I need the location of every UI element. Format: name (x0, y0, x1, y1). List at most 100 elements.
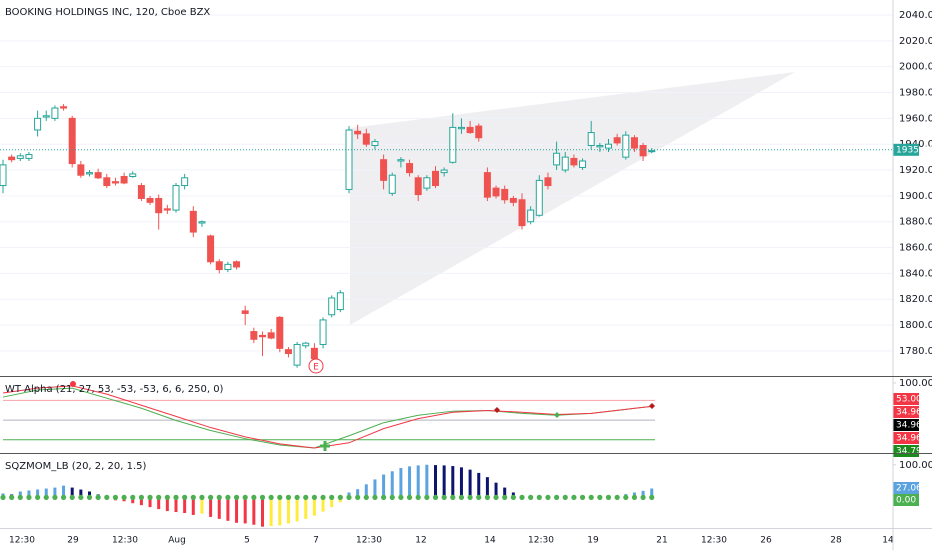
value-label-bg (893, 482, 919, 494)
candle-body (639, 144, 647, 157)
candle-body (42, 115, 50, 118)
momentum-bar (321, 497, 325, 512)
candle-body (501, 188, 509, 201)
squeeze-dot (588, 494, 594, 500)
candle-body (553, 152, 561, 166)
squeeze-dot (69, 494, 75, 500)
squeeze-dot (458, 494, 465, 500)
momentum-bar (183, 497, 187, 514)
momentum-bar (217, 497, 221, 519)
squeeze-dot (17, 494, 23, 500)
x-tick-label: 21 (656, 536, 667, 546)
squeeze-dot (528, 494, 534, 500)
momentum-bar (18, 491, 22, 498)
y-tick-label: 100.00 (899, 378, 932, 389)
squeeze-dot (86, 494, 93, 500)
squeeze-dot (164, 494, 170, 500)
squeeze-dot (337, 494, 343, 500)
x-tick-label: 28 (830, 536, 842, 546)
value-label: 53.00 (896, 395, 922, 405)
y-tick-label: 1800.00 (899, 320, 932, 331)
earnings-marker[interactable] (308, 358, 324, 374)
squeeze-dot (121, 494, 127, 500)
momentum-bar (416, 465, 420, 498)
squeeze-dot (640, 494, 646, 500)
squeeze-dot (554, 494, 560, 500)
squeeze-dot (303, 494, 309, 500)
y-tick-label: 1960.00 (899, 113, 932, 124)
x-tick-label: 12:30 (701, 536, 727, 546)
candle-body (94, 172, 102, 179)
squeeze-dot (112, 494, 119, 500)
buy-signal (320, 441, 330, 451)
momentum-bar (442, 465, 446, 498)
momentum-bar (243, 497, 247, 524)
squeeze-dot (60, 494, 67, 500)
x-tick-label: 12:30 (9, 536, 35, 546)
candle-body (535, 179, 543, 216)
candle-body (354, 130, 362, 135)
squeeze-dot (199, 494, 205, 500)
chart-title: BOOKING HOLDINGS INC, 120, Cboe BZX (5, 7, 210, 18)
value-label: 27.06 (896, 484, 922, 494)
value-label-bg (893, 393, 919, 405)
candle-body (518, 199, 526, 227)
candle-body (198, 221, 206, 224)
squeeze-dot (43, 494, 49, 500)
candle-body (328, 297, 336, 316)
momentum-bar (252, 497, 256, 525)
candle-body (51, 107, 59, 119)
x-tick-label: 12:30 (528, 536, 554, 546)
squeeze-dot (35, 494, 41, 500)
squeeze-dot (381, 494, 387, 500)
x-tick-label: 26 (760, 536, 772, 546)
y-tick-label: 1880.00 (899, 217, 932, 228)
squeeze-dot (52, 494, 58, 500)
squeeze-dot (372, 494, 378, 500)
momentum-bar (650, 488, 654, 498)
squeeze-dot (130, 494, 136, 500)
x-tick-label: 29 (67, 536, 79, 546)
squeeze-dot (493, 494, 499, 500)
candle-body (155, 197, 163, 214)
momentum-bar (165, 497, 169, 512)
candle-body (172, 185, 180, 211)
value-label-bg (893, 432, 919, 444)
last-price-label: 1935.66 (896, 145, 932, 155)
squeeze-dot (294, 494, 300, 500)
candle-body (267, 332, 275, 339)
squeeze-dot (649, 494, 655, 500)
squeeze-dot (597, 494, 603, 500)
squeeze-dot (138, 494, 144, 500)
momentum-bar (399, 468, 403, 498)
momentum-bar (468, 469, 472, 498)
candle-body (310, 347, 318, 360)
momentum-bar (408, 466, 412, 498)
candle-body (362, 133, 370, 145)
candle-body (570, 157, 578, 166)
candle-body (449, 126, 457, 163)
value-label: 34.96 (896, 434, 922, 444)
candle-body (250, 331, 258, 340)
y-tick-label: 1900.00 (899, 191, 932, 202)
momentum-bar (304, 497, 308, 519)
value-label-bg (893, 494, 919, 506)
candle-body (380, 159, 388, 181)
y-tick-label: 2040.00 (899, 10, 932, 21)
momentum-bar (44, 488, 48, 498)
candle-body (146, 197, 154, 203)
squeeze-dot (95, 494, 101, 500)
candle-body (440, 169, 448, 174)
momentum-bar (373, 479, 377, 498)
last-price-label-bg (893, 143, 919, 156)
squeeze-dot (190, 494, 196, 500)
squeeze-dot (406, 494, 413, 500)
candle-body (293, 343, 301, 366)
momentum-bar (131, 497, 135, 504)
candle-body (181, 177, 189, 187)
momentum-bar (494, 482, 498, 498)
momentum-bar (364, 484, 368, 498)
momentum-bar (330, 497, 334, 508)
y-tick-label: 2020.00 (899, 36, 932, 47)
